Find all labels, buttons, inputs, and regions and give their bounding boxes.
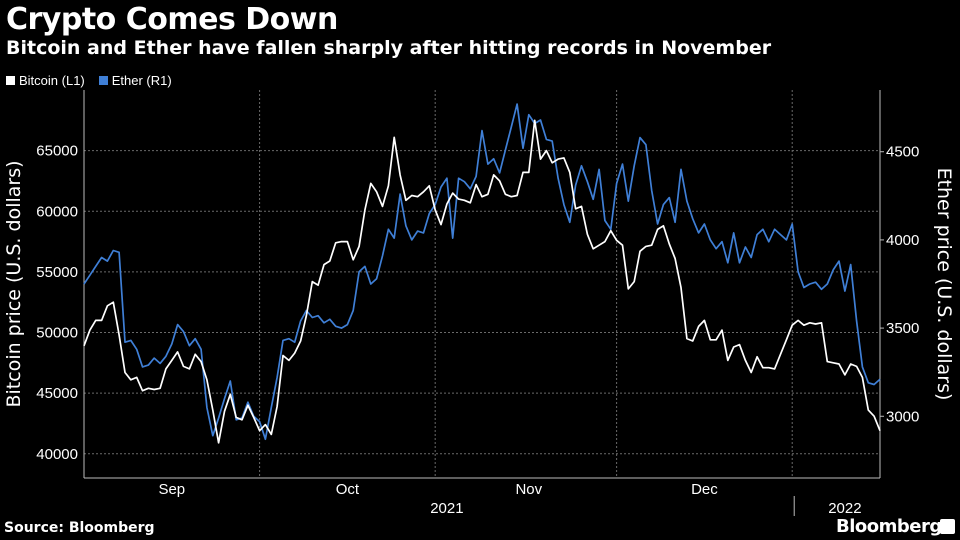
y-tick-left: 55000 (36, 264, 78, 281)
y-axis-title-right: Ether price (U.S. dollars) (933, 168, 955, 401)
series-line-ether (83, 103, 881, 441)
y-tick-right: 4500 (886, 144, 919, 161)
x-tick-label: Nov (515, 481, 542, 498)
y-tick-left: 50000 (36, 325, 78, 342)
y-tick-left: 40000 (36, 446, 78, 463)
legend-item-ether: Ether (R1) (98, 73, 172, 88)
y-tick-right: 3500 (886, 320, 919, 337)
chart-title: Crypto Comes Down (6, 2, 338, 37)
bloomberg-logo: Bloomberg (836, 516, 942, 537)
x-tick-label: Dec (691, 481, 718, 498)
y-tick-left: 65000 (36, 143, 78, 160)
legend-label-bitcoin: Bitcoin (L1) (19, 73, 85, 88)
y-axis-title-left: Bitcoin price (U.S. dollars) (3, 160, 25, 407)
legend: Bitcoin (L1) Ether (R1) (6, 73, 172, 88)
bloomberg-terminal-icon (940, 519, 955, 534)
x-tick-label: 2022 (828, 500, 861, 517)
x-tick-label: Oct (336, 481, 360, 498)
legend-item-bitcoin: Bitcoin (L1) (6, 73, 85, 88)
chart-subtitle: Bitcoin and Ether have fallen sharply af… (6, 37, 772, 59)
y-tick-right: 3000 (886, 408, 919, 425)
series-line-bitcoin (83, 119, 881, 444)
legend-swatch-ether (98, 76, 108, 85)
y-tick-left: 45000 (36, 385, 78, 402)
y-tick-left: 60000 (36, 203, 78, 220)
x-tick-label: Sep (158, 481, 185, 498)
source-note: Source: Bloomberg (4, 520, 155, 536)
x-year-label: 2021 (430, 500, 463, 517)
legend-swatch-bitcoin (6, 76, 15, 85)
y-tick-right: 4000 (886, 232, 919, 249)
legend-label-ether: Ether (R1) (111, 73, 172, 88)
